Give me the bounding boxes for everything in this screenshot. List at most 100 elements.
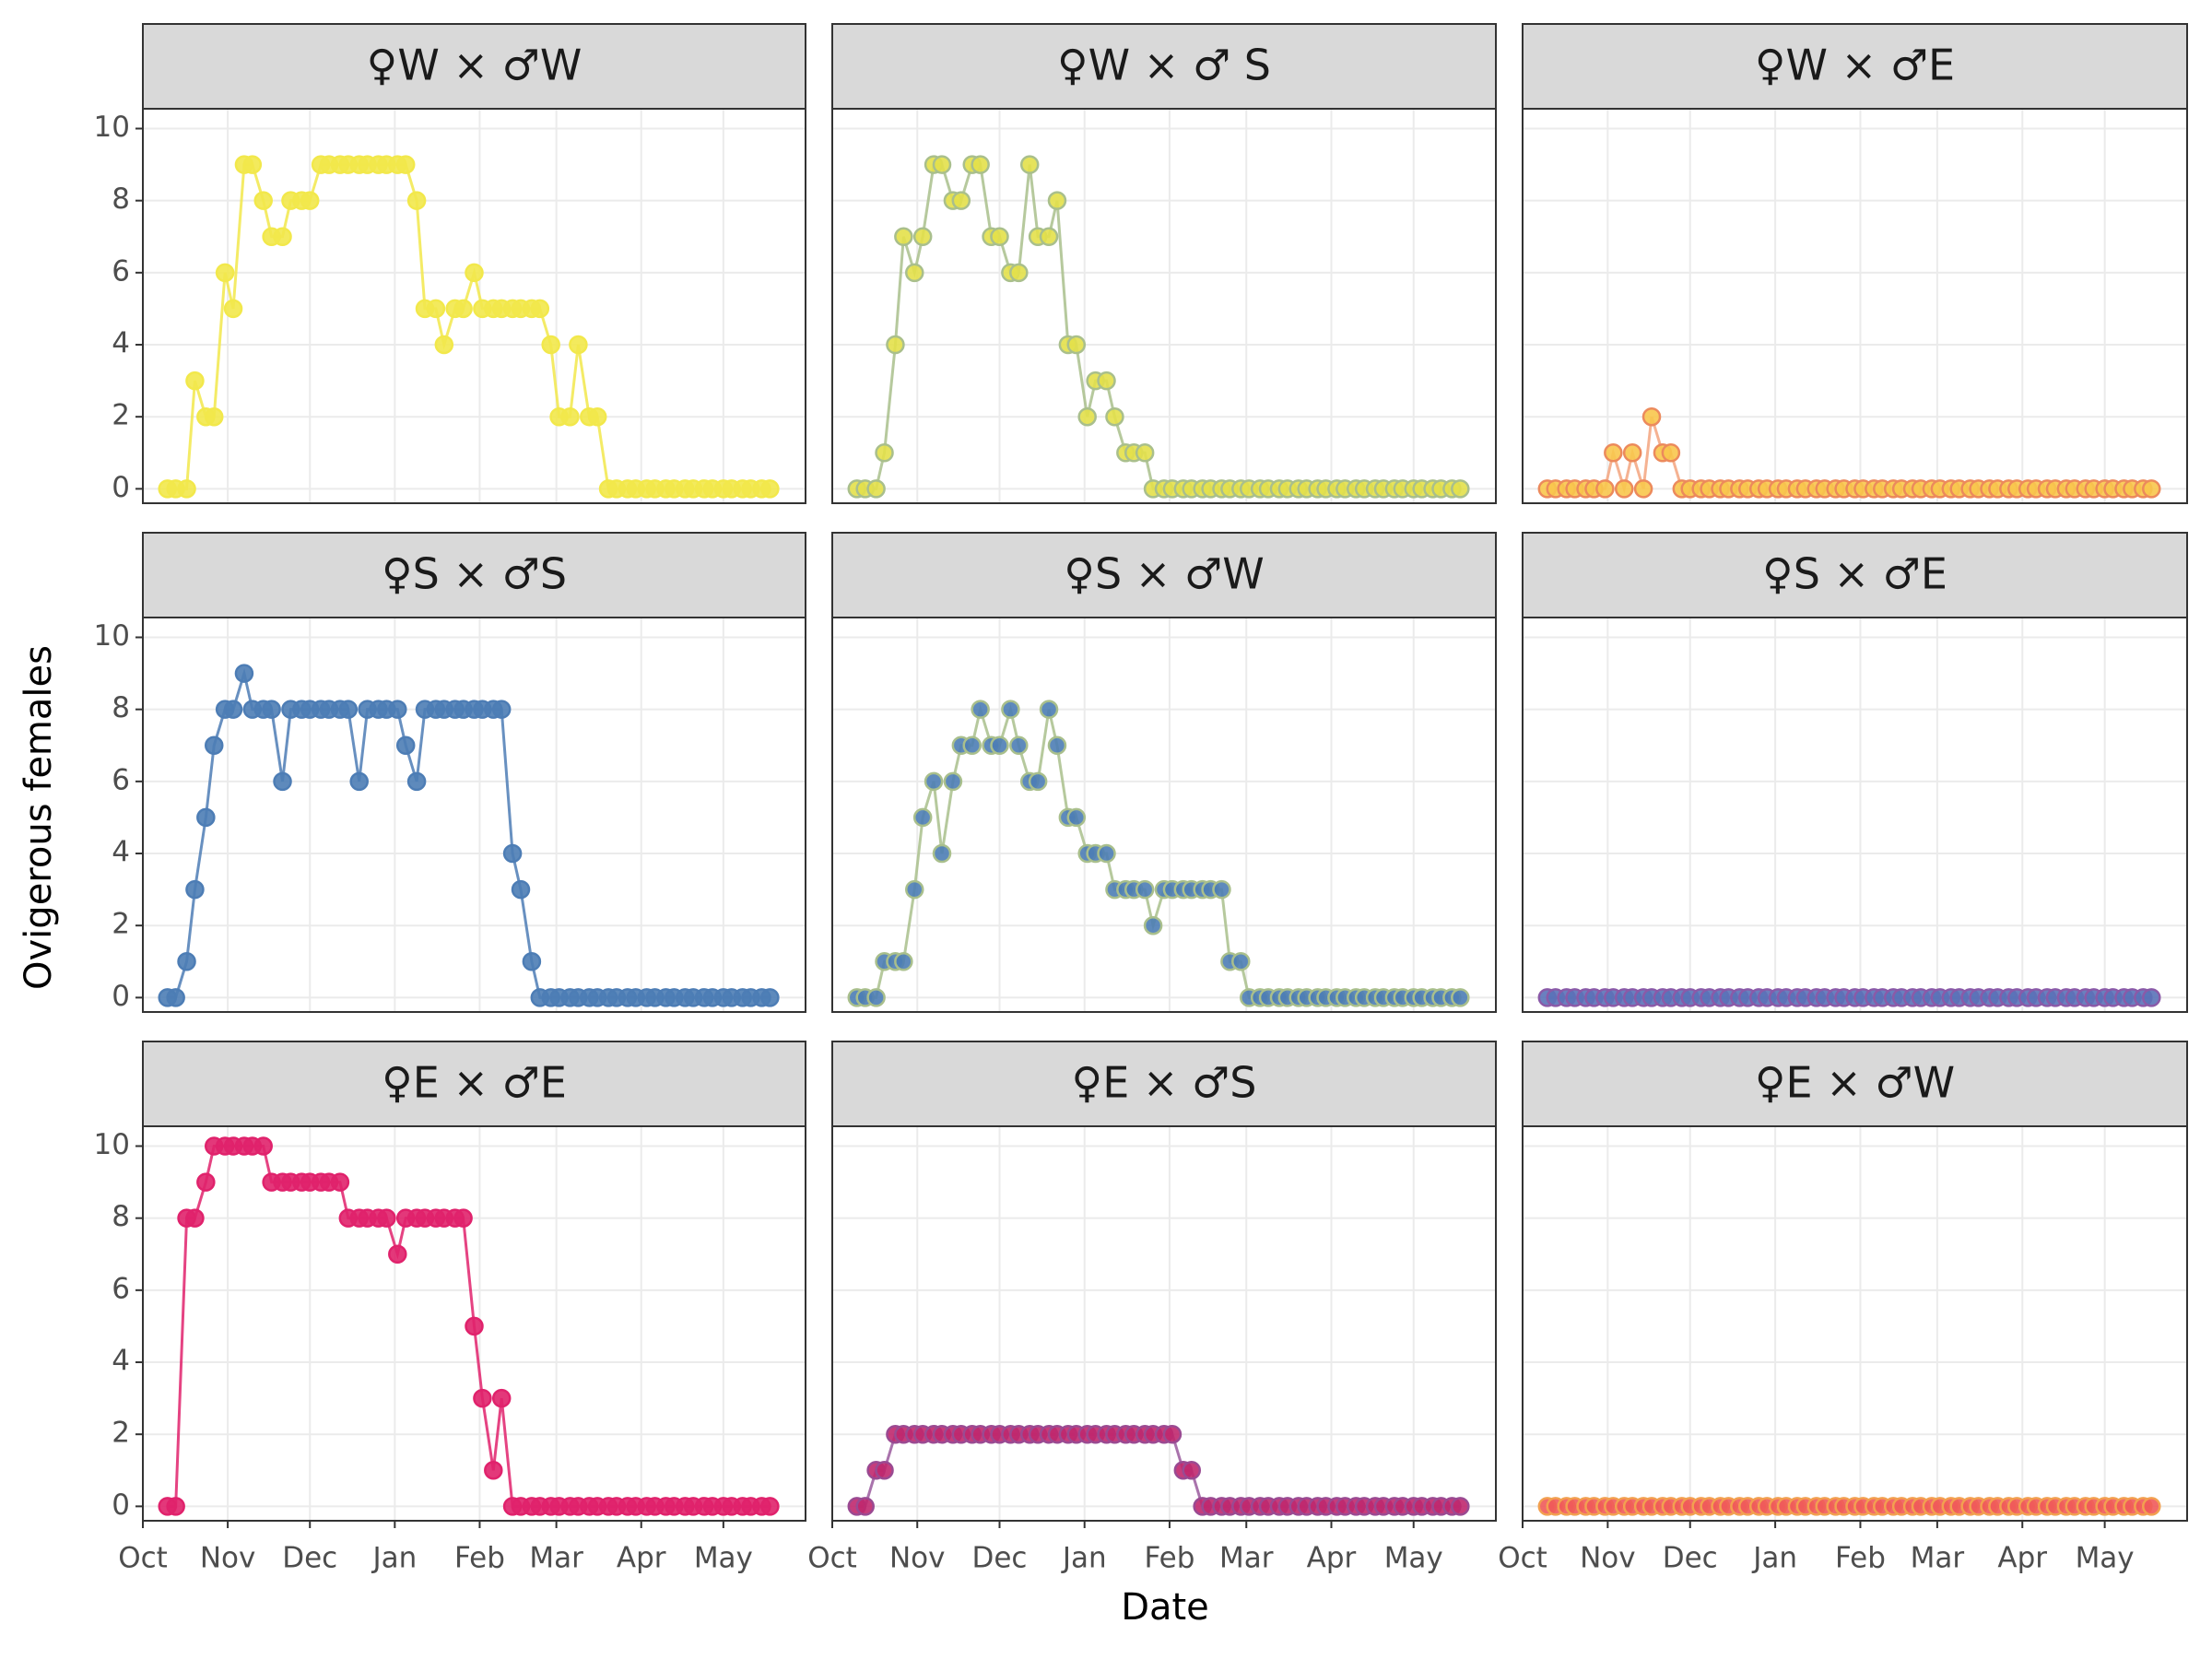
y-tick-label: 4	[112, 836, 130, 869]
y-tick-label: 4	[112, 1345, 130, 1378]
data-point	[1097, 371, 1116, 391]
data-point	[1661, 443, 1681, 463]
panel-background	[1523, 1126, 2187, 1521]
x-tick-label: Feb	[1835, 1542, 1886, 1575]
y-tick-label: 8	[112, 1200, 130, 1233]
data-point	[1039, 227, 1059, 247]
data-point	[990, 735, 1009, 756]
y-tick-label: 0	[112, 1488, 130, 1522]
data-point	[1047, 191, 1067, 210]
y-tick-label: 0	[112, 471, 130, 504]
data-point	[971, 155, 990, 174]
data-point	[894, 227, 913, 247]
strip-title: ♀S × ♂E	[1762, 549, 1947, 599]
data-point	[971, 700, 990, 719]
data-point	[223, 299, 243, 319]
y-tick-label: 8	[112, 182, 130, 216]
strip-title: ♀W × ♂W	[367, 41, 582, 90]
data-point	[453, 299, 473, 319]
data-point	[1009, 735, 1029, 756]
data-point	[541, 335, 560, 355]
x-tick-label: Apr	[1307, 1542, 1357, 1575]
data-point	[875, 1461, 894, 1480]
x-tick-label: Feb	[1145, 1542, 1195, 1575]
x-tick-label: Nov	[200, 1542, 256, 1575]
data-point	[273, 771, 292, 792]
data-point	[177, 952, 196, 971]
data-point	[434, 335, 454, 355]
x-tick-label: Dec	[282, 1542, 337, 1575]
y-axis-title: Ovigerous females	[18, 645, 60, 990]
data-point	[943, 771, 963, 792]
data-point	[886, 335, 905, 355]
data-point	[349, 771, 369, 792]
data-point	[338, 700, 359, 719]
data-point	[1077, 406, 1097, 427]
data-point	[1135, 443, 1155, 463]
data-point	[242, 155, 263, 174]
strip-title: ♀E × ♂W	[1755, 1058, 1955, 1108]
strip	[1522, 23, 2188, 110]
x-tick-label: Dec	[971, 1542, 1027, 1575]
data-point	[262, 700, 281, 719]
data-point	[932, 155, 952, 174]
x-tick-label: Dec	[1663, 1542, 1718, 1575]
y-tick-label: 8	[112, 691, 130, 724]
x-tick-label: Nov	[889, 1542, 946, 1575]
data-point	[215, 263, 235, 283]
data-point	[1182, 1461, 1202, 1480]
data-point	[166, 1497, 185, 1516]
data-point	[204, 406, 224, 427]
data-point	[1595, 479, 1615, 499]
data-point	[185, 879, 205, 900]
strip-title: ♀S × ♂S	[382, 549, 567, 599]
y-tick-label: 4	[112, 327, 130, 360]
data-point	[1028, 771, 1048, 792]
y-tick-label: 2	[112, 908, 130, 941]
data-point	[2142, 479, 2161, 499]
data-point	[912, 807, 933, 828]
y-tick-label: 2	[112, 399, 130, 432]
x-tick-label: May	[1384, 1542, 1443, 1575]
data-point	[1633, 479, 1653, 499]
data-point	[1097, 843, 1116, 864]
data-point	[473, 1388, 492, 1408]
data-point	[760, 479, 780, 499]
data-point	[234, 664, 254, 683]
data-point	[406, 191, 427, 210]
data-point	[465, 263, 484, 283]
data-point	[1604, 443, 1623, 463]
x-axis-title: Date	[1121, 1586, 1209, 1629]
data-point	[1451, 479, 1470, 499]
panel-background	[1523, 109, 2187, 503]
data-point	[951, 191, 971, 210]
data-point	[377, 1208, 396, 1228]
data-point	[905, 879, 924, 900]
x-tick-label: Oct	[807, 1542, 857, 1575]
data-point	[1641, 406, 1662, 427]
data-point	[1047, 735, 1067, 756]
data-point	[1614, 479, 1634, 499]
data-point	[1135, 879, 1155, 900]
data-point	[2142, 1497, 2161, 1516]
data-point	[484, 1461, 503, 1480]
strip	[142, 532, 806, 618]
x-tick-label: May	[694, 1542, 753, 1575]
data-point	[905, 263, 924, 283]
data-point	[932, 843, 952, 864]
data-point	[511, 879, 531, 900]
data-point	[465, 1316, 484, 1336]
panel-background	[832, 1126, 1496, 1521]
data-point	[587, 406, 607, 427]
strip	[1522, 1041, 2188, 1127]
data-point	[962, 735, 982, 756]
x-tick-label: Jan	[1061, 1542, 1107, 1575]
strip	[831, 532, 1497, 618]
x-tick-label: Jan	[371, 1542, 417, 1575]
x-tick-label: Nov	[1580, 1542, 1636, 1575]
panel-background	[1523, 618, 2187, 1012]
data-point	[760, 988, 780, 1007]
data-point	[760, 1497, 780, 1516]
strip	[831, 23, 1497, 110]
x-tick-label: Oct	[1498, 1542, 1547, 1575]
